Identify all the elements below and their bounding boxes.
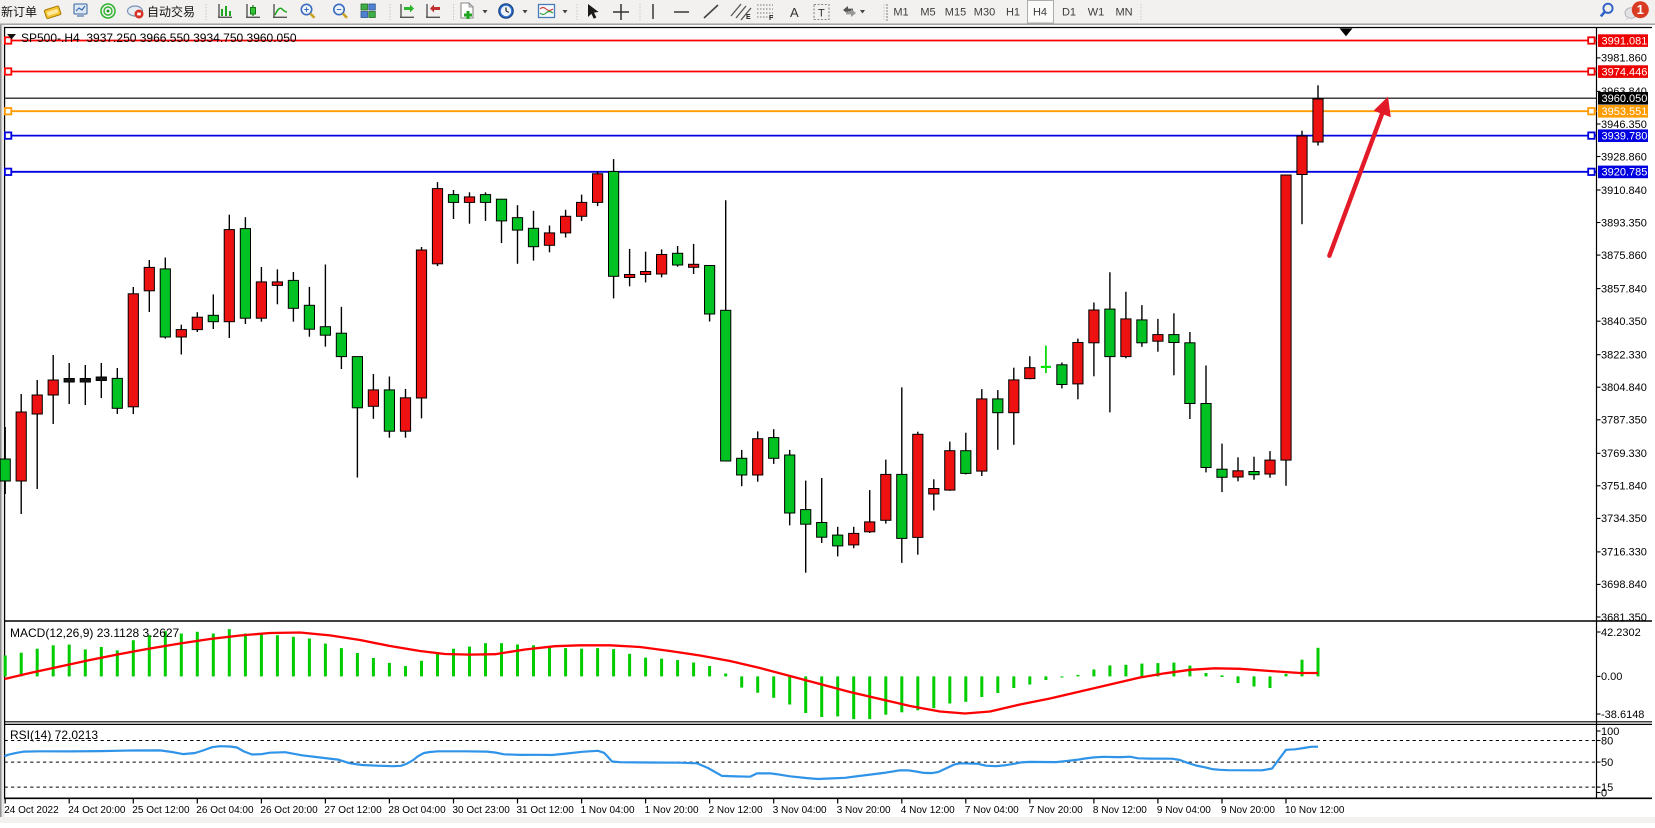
svg-text:3769.330: 3769.330 bbox=[1601, 448, 1647, 460]
svg-text:自动交易: 自动交易 bbox=[147, 4, 195, 19]
svg-text:E: E bbox=[746, 14, 751, 21]
svg-text:−: − bbox=[336, 5, 341, 15]
svg-text:M30: M30 bbox=[974, 7, 995, 19]
svg-text:24 Oct 20:00: 24 Oct 20:00 bbox=[68, 805, 126, 816]
svg-text:W1: W1 bbox=[1088, 7, 1105, 19]
svg-text:3875.860: 3875.860 bbox=[1601, 250, 1647, 262]
svg-text:3751.840: 3751.840 bbox=[1601, 481, 1647, 493]
svg-text:3910.840: 3910.840 bbox=[1601, 185, 1647, 197]
svg-text:42.2302: 42.2302 bbox=[1601, 627, 1641, 639]
svg-text:1 Nov 04:00: 1 Nov 04:00 bbox=[581, 805, 635, 816]
svg-text:3822.330: 3822.330 bbox=[1601, 350, 1647, 362]
svg-text:25 Oct 12:00: 25 Oct 12:00 bbox=[132, 805, 190, 816]
svg-text:2 Nov 12:00: 2 Nov 12:00 bbox=[709, 805, 763, 816]
svg-text:31 Oct 12:00: 31 Oct 12:00 bbox=[517, 805, 575, 816]
svg-text:3960.050: 3960.050 bbox=[1602, 93, 1648, 105]
svg-text:27 Oct 12:00: 27 Oct 12:00 bbox=[324, 805, 382, 816]
svg-text:9 Nov 04:00: 9 Nov 04:00 bbox=[1157, 805, 1211, 816]
svg-text:3 Nov 04:00: 3 Nov 04:00 bbox=[773, 805, 827, 816]
svg-text:3928.860: 3928.860 bbox=[1601, 151, 1647, 163]
svg-text:30 Oct 23:00: 30 Oct 23:00 bbox=[453, 805, 511, 816]
svg-text:M1: M1 bbox=[893, 7, 908, 19]
svg-text:4 Nov 12:00: 4 Nov 12:00 bbox=[901, 805, 955, 816]
svg-text:3787.350: 3787.350 bbox=[1601, 415, 1647, 427]
svg-text:H1: H1 bbox=[1006, 7, 1020, 19]
svg-text:10 Nov 12:00: 10 Nov 12:00 bbox=[1285, 805, 1345, 816]
svg-text:3716.330: 3716.330 bbox=[1601, 547, 1647, 559]
svg-text:T: T bbox=[818, 8, 825, 20]
svg-text:3991.081: 3991.081 bbox=[1602, 35, 1648, 47]
svg-text:7 Nov 04:00: 7 Nov 04:00 bbox=[965, 805, 1019, 816]
svg-text:H4: H4 bbox=[1033, 7, 1047, 19]
svg-text:3946.350: 3946.350 bbox=[1601, 119, 1647, 131]
svg-text:28 Oct 04:00: 28 Oct 04:00 bbox=[388, 805, 446, 816]
svg-text:M15: M15 bbox=[945, 7, 966, 19]
svg-text:RSI(14) 72.0213: RSI(14) 72.0213 bbox=[10, 728, 98, 742]
svg-text:100: 100 bbox=[1601, 726, 1619, 738]
svg-text:24 Oct 2022: 24 Oct 2022 bbox=[4, 805, 59, 816]
svg-text:3840.350: 3840.350 bbox=[1601, 316, 1647, 328]
svg-text:M5: M5 bbox=[920, 7, 935, 19]
svg-text:3974.446: 3974.446 bbox=[1602, 66, 1648, 78]
svg-text:MACD(12,26,9) 23.1128 3.2627: MACD(12,26,9) 23.1128 3.2627 bbox=[10, 626, 180, 640]
svg-text:8 Nov 12:00: 8 Nov 12:00 bbox=[1093, 805, 1147, 816]
svg-text:3981.860: 3981.860 bbox=[1601, 53, 1647, 65]
svg-text:3804.840: 3804.840 bbox=[1601, 382, 1647, 394]
svg-text:3681.350: 3681.350 bbox=[1601, 612, 1647, 624]
svg-text:新订单: 新订单 bbox=[1, 4, 37, 19]
svg-text:-38.6148: -38.6148 bbox=[1601, 709, 1644, 721]
svg-text:F: F bbox=[769, 15, 774, 22]
svg-text:7 Nov 20:00: 7 Nov 20:00 bbox=[1029, 805, 1083, 816]
svg-text:1 Nov 20:00: 1 Nov 20:00 bbox=[645, 805, 699, 816]
svg-text:+: + bbox=[304, 5, 309, 15]
svg-text:3920.785: 3920.785 bbox=[1602, 167, 1648, 179]
svg-text:1: 1 bbox=[1637, 2, 1644, 17]
svg-text:A: A bbox=[790, 5, 799, 20]
svg-text:50: 50 bbox=[1601, 757, 1613, 769]
svg-text:3857.840: 3857.840 bbox=[1601, 283, 1647, 295]
svg-text:26 Oct 04:00: 26 Oct 04:00 bbox=[196, 805, 254, 816]
svg-text:26 Oct 20:00: 26 Oct 20:00 bbox=[260, 805, 318, 816]
svg-text:15: 15 bbox=[1601, 782, 1613, 794]
svg-text:3 Nov 20:00: 3 Nov 20:00 bbox=[837, 805, 891, 816]
svg-text:SP500-.H4 3937.250 3966.550 3: SP500-.H4 3937.250 3966.550 3934.750 396… bbox=[21, 31, 297, 45]
svg-text:3953.551: 3953.551 bbox=[1602, 106, 1648, 118]
svg-text:3734.350: 3734.350 bbox=[1601, 513, 1647, 525]
svg-text:0.00: 0.00 bbox=[1601, 671, 1622, 683]
svg-text:D1: D1 bbox=[1062, 7, 1076, 19]
svg-text:0: 0 bbox=[1601, 787, 1607, 799]
svg-text:3939.780: 3939.780 bbox=[1602, 131, 1648, 143]
svg-text:80: 80 bbox=[1601, 735, 1613, 747]
svg-text:9 Nov 20:00: 9 Nov 20:00 bbox=[1221, 805, 1275, 816]
svg-text:3698.840: 3698.840 bbox=[1601, 579, 1647, 591]
svg-text:3893.350: 3893.350 bbox=[1601, 217, 1647, 229]
svg-text:MN: MN bbox=[1115, 7, 1132, 19]
